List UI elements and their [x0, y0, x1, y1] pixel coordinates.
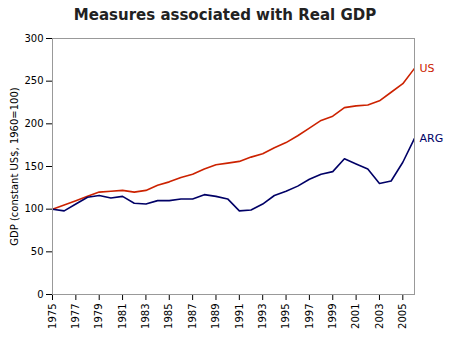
- svg-text:1995: 1995: [280, 304, 291, 329]
- svg-text:1979: 1979: [93, 304, 104, 329]
- svg-text:1989: 1989: [210, 304, 221, 329]
- svg-text:1997: 1997: [304, 304, 315, 329]
- svg-text:0: 0: [37, 289, 43, 300]
- svg-text:ARG: ARG: [420, 132, 444, 145]
- svg-text:1983: 1983: [140, 304, 151, 329]
- svg-text:2001: 2001: [350, 304, 361, 329]
- svg-text:50: 50: [31, 246, 44, 257]
- svg-text:1977: 1977: [70, 304, 81, 329]
- svg-text:1987: 1987: [187, 304, 198, 329]
- svg-text:1993: 1993: [257, 304, 268, 329]
- svg-text:1975: 1975: [47, 304, 58, 329]
- svg-text:300: 300: [24, 33, 43, 44]
- svg-text:US: US: [420, 62, 435, 75]
- svg-text:2003: 2003: [374, 304, 385, 329]
- svg-text:200: 200: [24, 118, 43, 129]
- svg-text:1985: 1985: [163, 304, 174, 329]
- svg-text:1981: 1981: [117, 304, 128, 329]
- svg-text:GDP (constant US$, 1960=100): GDP (constant US$, 1960=100): [9, 87, 20, 246]
- html-text:Measures associated with Real: Measures associated with Real GDP: [73, 6, 377, 24]
- svg-text:100: 100: [24, 203, 43, 214]
- svg-text:1991: 1991: [234, 304, 245, 329]
- svg-text:250: 250: [24, 75, 43, 86]
- svg-text:150: 150: [24, 161, 43, 172]
- svg-text:1999: 1999: [327, 304, 338, 329]
- svg-text:2005: 2005: [397, 304, 408, 329]
